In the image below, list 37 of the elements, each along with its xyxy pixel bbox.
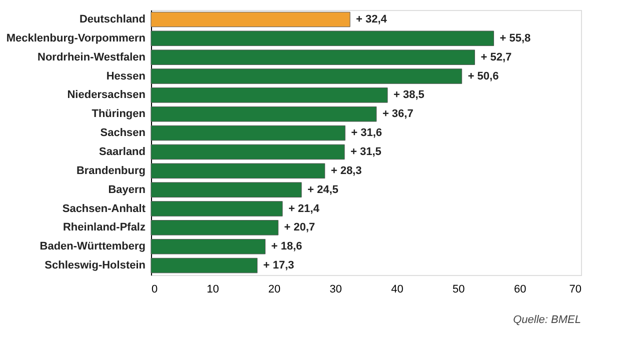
data-label: + 50,6: [468, 70, 499, 82]
y-tick-label: Bayern: [108, 184, 146, 196]
y-tick-label: Saarland: [99, 146, 146, 158]
x-tick-label: 10: [206, 284, 220, 296]
data-label: + 36,7: [382, 108, 414, 120]
x-tick-label: 70: [569, 284, 582, 296]
y-tick-label: Baden-Württemberg: [40, 240, 146, 253]
x-tick-label: 60: [514, 284, 526, 296]
y-tick-label: Mecklenburg-Vorpommern: [6, 32, 146, 44]
y-tick-label: Niedersachsen: [67, 89, 146, 102]
x-tick-label: 50: [452, 284, 465, 296]
data-label: + 38,5: [394, 89, 424, 102]
x-tick-label: 20: [268, 284, 280, 296]
data-label: + 21,4: [288, 202, 320, 215]
data-label: + 31,5: [350, 146, 382, 158]
y-tick-label: Hessen: [106, 70, 146, 82]
data-label: + 55,8: [500, 32, 531, 44]
data-label: + 31,6: [351, 127, 382, 140]
y-tick-label: Sachsen: [100, 127, 146, 140]
source-note: Quelle: BMEL: [513, 314, 581, 326]
x-tick-label: 40: [391, 284, 404, 296]
data-label: + 20,7: [284, 222, 316, 234]
x-tick-label: 30: [330, 284, 342, 296]
data-label: + 18,6: [271, 240, 302, 253]
y-tick-label: Nordrhein-Westfalen: [38, 51, 146, 64]
data-label: + 52,7: [480, 51, 512, 64]
data-label: + 17,3: [263, 260, 294, 272]
y-tick-label: Thüringen: [92, 108, 146, 120]
y-tick-label: Schleswig-Holstein: [44, 260, 146, 272]
x-tick-label: 0: [152, 284, 158, 296]
y-tick-label: Sachsen-Anhalt: [62, 202, 146, 215]
y-tick-label: Rheinland-Pfalz: [62, 222, 146, 234]
data-label: + 24,5: [308, 184, 338, 196]
data-label: + 32,4: [356, 13, 388, 26]
y-tick-label: Brandenburg: [76, 164, 146, 177]
data-label: + 28,3: [330, 164, 362, 177]
y-tick-label: Deutschland: [79, 13, 146, 26]
